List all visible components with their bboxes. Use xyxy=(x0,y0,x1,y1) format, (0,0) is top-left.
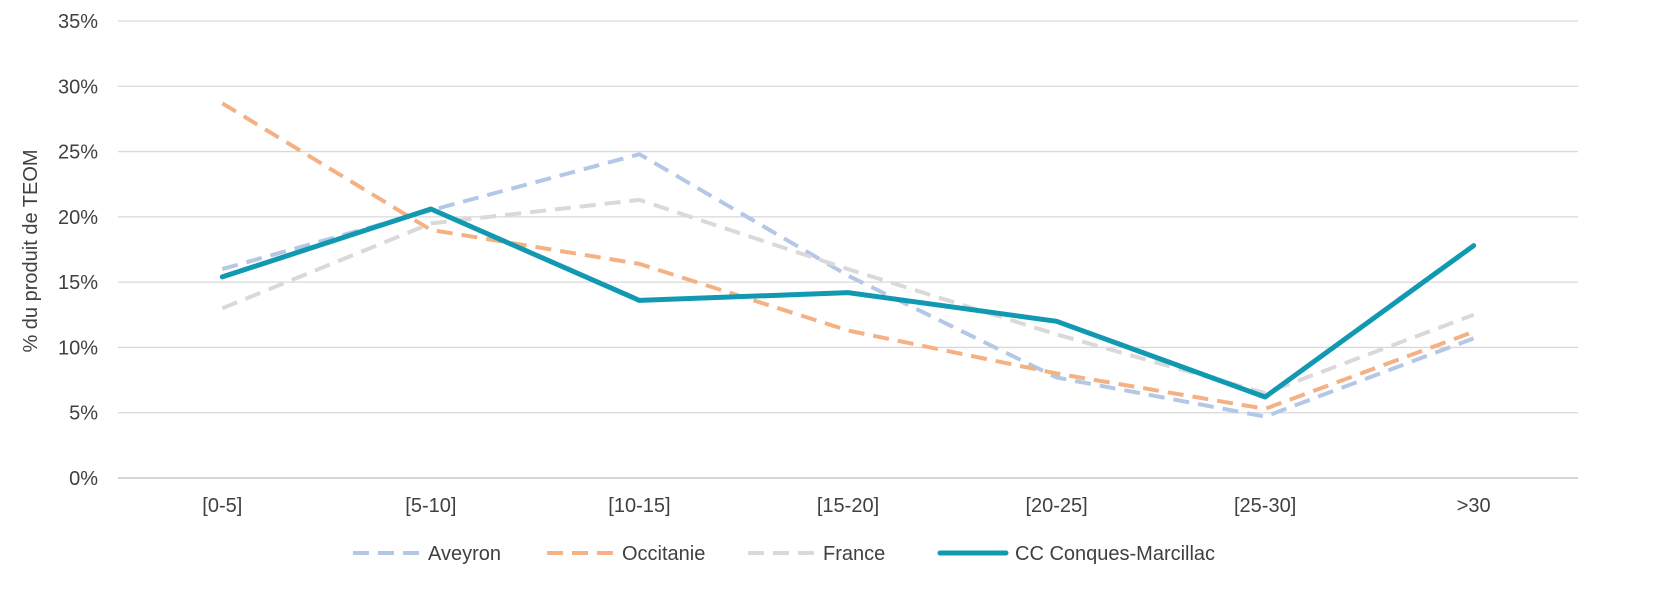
y-axis-label: % du produit de TEOM xyxy=(20,149,42,352)
x-tick-label: [5-10] xyxy=(405,495,456,517)
series-line-cc-conques-marcillac xyxy=(219,206,1477,400)
x-tick-label: [15-20] xyxy=(817,495,879,517)
x-tick-label: [25-30] xyxy=(1234,495,1296,517)
series-line-occitanie xyxy=(221,101,1475,411)
x-tick-label: [20-25] xyxy=(1025,495,1087,517)
y-tick-label: 20% xyxy=(58,207,98,229)
legend-label: CC Conques-Marcillac xyxy=(1015,543,1215,565)
y-tick-label: 15% xyxy=(58,272,98,294)
x-tick-label: [10-15] xyxy=(608,495,670,517)
x-tick-label: >30 xyxy=(1457,495,1491,517)
y-tick-label: 30% xyxy=(58,76,98,98)
series-lines xyxy=(219,101,1477,419)
gridlines xyxy=(118,20,1578,479)
y-tick-label: 35% xyxy=(58,11,98,33)
series-line-aveyron xyxy=(221,152,1475,419)
x-tick-label: [0-5] xyxy=(202,495,242,517)
x-axis-ticks: [0-5] [5-10] [10-15] [15-20] [20-25] [25-30] >… xyxy=(202,495,1490,517)
series-line-france xyxy=(221,197,1475,396)
legend-label: Aveyron xyxy=(428,543,501,565)
y-axis-ticks: 0% 5% 10% 15% 20% 25% 30% 35% xyxy=(58,11,98,490)
legend: Aveyron Occitanie France CC Conques-Marcill… xyxy=(353,543,1215,565)
y-tick-label: 10% xyxy=(58,337,98,359)
legend-label: Occitanie xyxy=(622,543,705,565)
y-tick-label: 0% xyxy=(69,468,98,490)
legend-label: France xyxy=(823,543,885,565)
y-tick-label: 5% xyxy=(69,403,98,425)
y-tick-label: 25% xyxy=(58,142,98,164)
